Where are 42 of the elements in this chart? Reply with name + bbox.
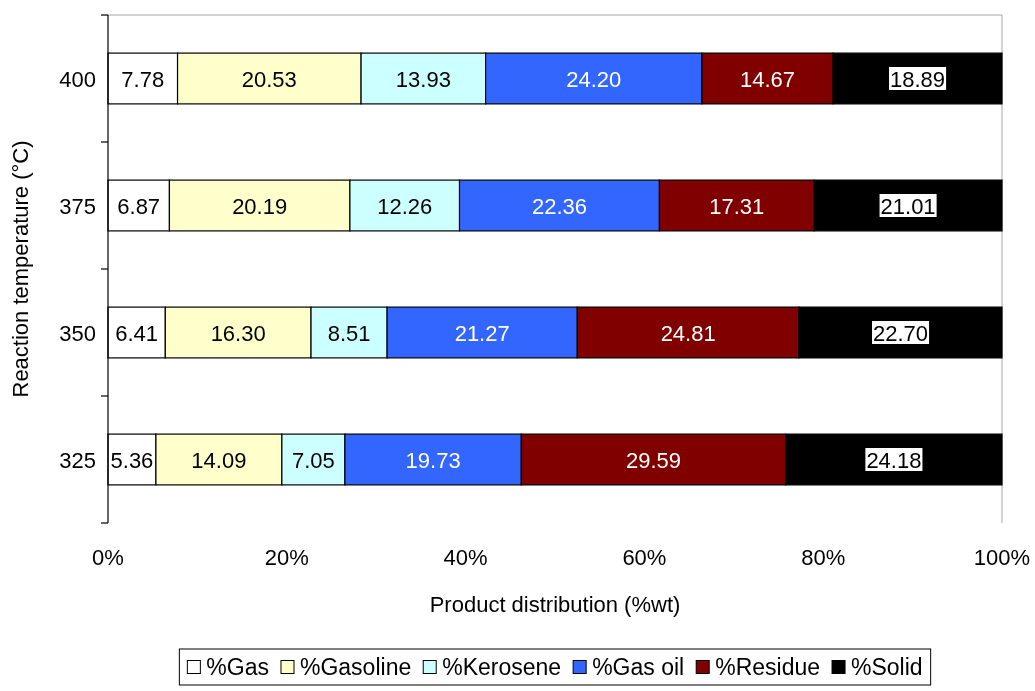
data-label: 7.05 [291, 447, 335, 472]
data-label: 24.81 [660, 320, 716, 345]
data-label: 17.31 [709, 193, 765, 218]
data-label: 20.53 [241, 66, 297, 91]
x-tick-label: 40% [443, 545, 488, 570]
x-tick-label: 100% [973, 545, 1031, 570]
y-tick-label: 350 [59, 320, 96, 345]
data-label: 13.93 [395, 66, 451, 91]
y-tick-label: 325 [59, 447, 96, 472]
data-label: 8.51 [327, 320, 371, 345]
x-axis-title: Product distribution (%wt) [429, 592, 681, 617]
data-label: 5.36 [110, 447, 154, 472]
data-label: 29.59 [626, 447, 682, 472]
x-tick-label: 0% [92, 545, 124, 570]
data-label: 20.19 [232, 193, 288, 218]
data-label: 24.18 [866, 447, 922, 472]
x-tick-label: 60% [622, 545, 667, 570]
y-tick-label: 375 [59, 193, 96, 218]
data-label: 18.89 [890, 66, 946, 91]
x-tick-label: 80% [801, 545, 846, 570]
legend-label: %Residue [715, 654, 821, 680]
data-label: 21.27 [454, 320, 510, 345]
data-label: 12.26 [377, 193, 433, 218]
data-label: 21.01 [880, 193, 936, 218]
data-label: 24.20 [566, 66, 622, 91]
legend-label: %Gasoline [299, 654, 412, 680]
data-label: 22.70 [873, 320, 929, 345]
legend-label: %Kerosene [442, 654, 562, 680]
data-label: 16.30 [210, 320, 266, 345]
data-label: 7.78 [121, 66, 165, 91]
data-label: 6.87 [117, 193, 161, 218]
data-label: 6.41 [115, 320, 159, 345]
data-label: 22.36 [531, 193, 587, 218]
legend-label: %Solid [851, 654, 923, 680]
legend-label: %Gas oil [592, 654, 685, 680]
data-label: 14.67 [740, 66, 796, 91]
legend-label: %Gas [206, 654, 269, 680]
y-tick-label: 400 [59, 66, 96, 91]
data-label: 19.73 [405, 447, 461, 472]
data-label: 14.09 [191, 447, 247, 472]
y-axis-title: Reaction temperature (°C) [8, 140, 33, 398]
x-tick-label: 20% [264, 545, 309, 570]
